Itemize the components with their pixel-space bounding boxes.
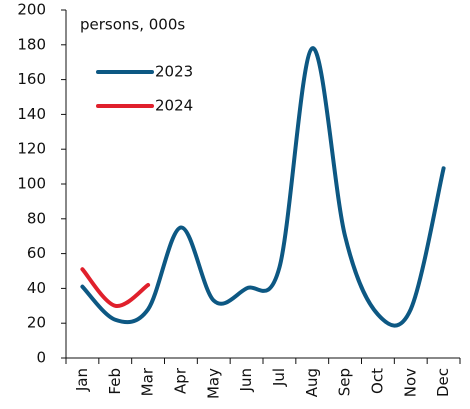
y-tick-label: 40 [27, 279, 46, 297]
y-tick-label: 180 [17, 35, 46, 53]
x-tick-label: Jun [237, 368, 255, 392]
x-tick-label: Mar [139, 367, 157, 396]
legend-label: 2024 [155, 97, 193, 115]
y-tick-label: 140 [17, 105, 46, 123]
y-tick-label: 100 [17, 175, 46, 193]
x-tick-label: Jul [270, 368, 288, 387]
series-line [80, 267, 151, 308]
x-tick-label: Aug [303, 368, 321, 397]
y-tick-label: 20 [27, 314, 46, 332]
x-tick-label: Nov [401, 368, 419, 397]
y-tick-label: 120 [17, 140, 46, 158]
x-tick-label: Oct [368, 368, 386, 394]
annotation: persons, 000s [80, 16, 185, 34]
x-tick-label: Sep [336, 368, 354, 396]
y-tick-label: 60 [27, 244, 46, 262]
x-tick-label: Feb [106, 368, 124, 395]
series-line [80, 46, 446, 328]
y-tick-label: 0 [36, 349, 46, 367]
y-tick-label: 200 [17, 1, 46, 19]
y-tick-label: 80 [27, 209, 46, 227]
x-tick-label: May [204, 368, 222, 399]
x-tick-label: Apr [171, 367, 189, 394]
x-tick-label: Dec [434, 368, 452, 397]
x-tick-label: Jan [73, 368, 91, 392]
legend-label: 2023 [155, 63, 193, 81]
y-tick-label: 160 [17, 70, 46, 88]
